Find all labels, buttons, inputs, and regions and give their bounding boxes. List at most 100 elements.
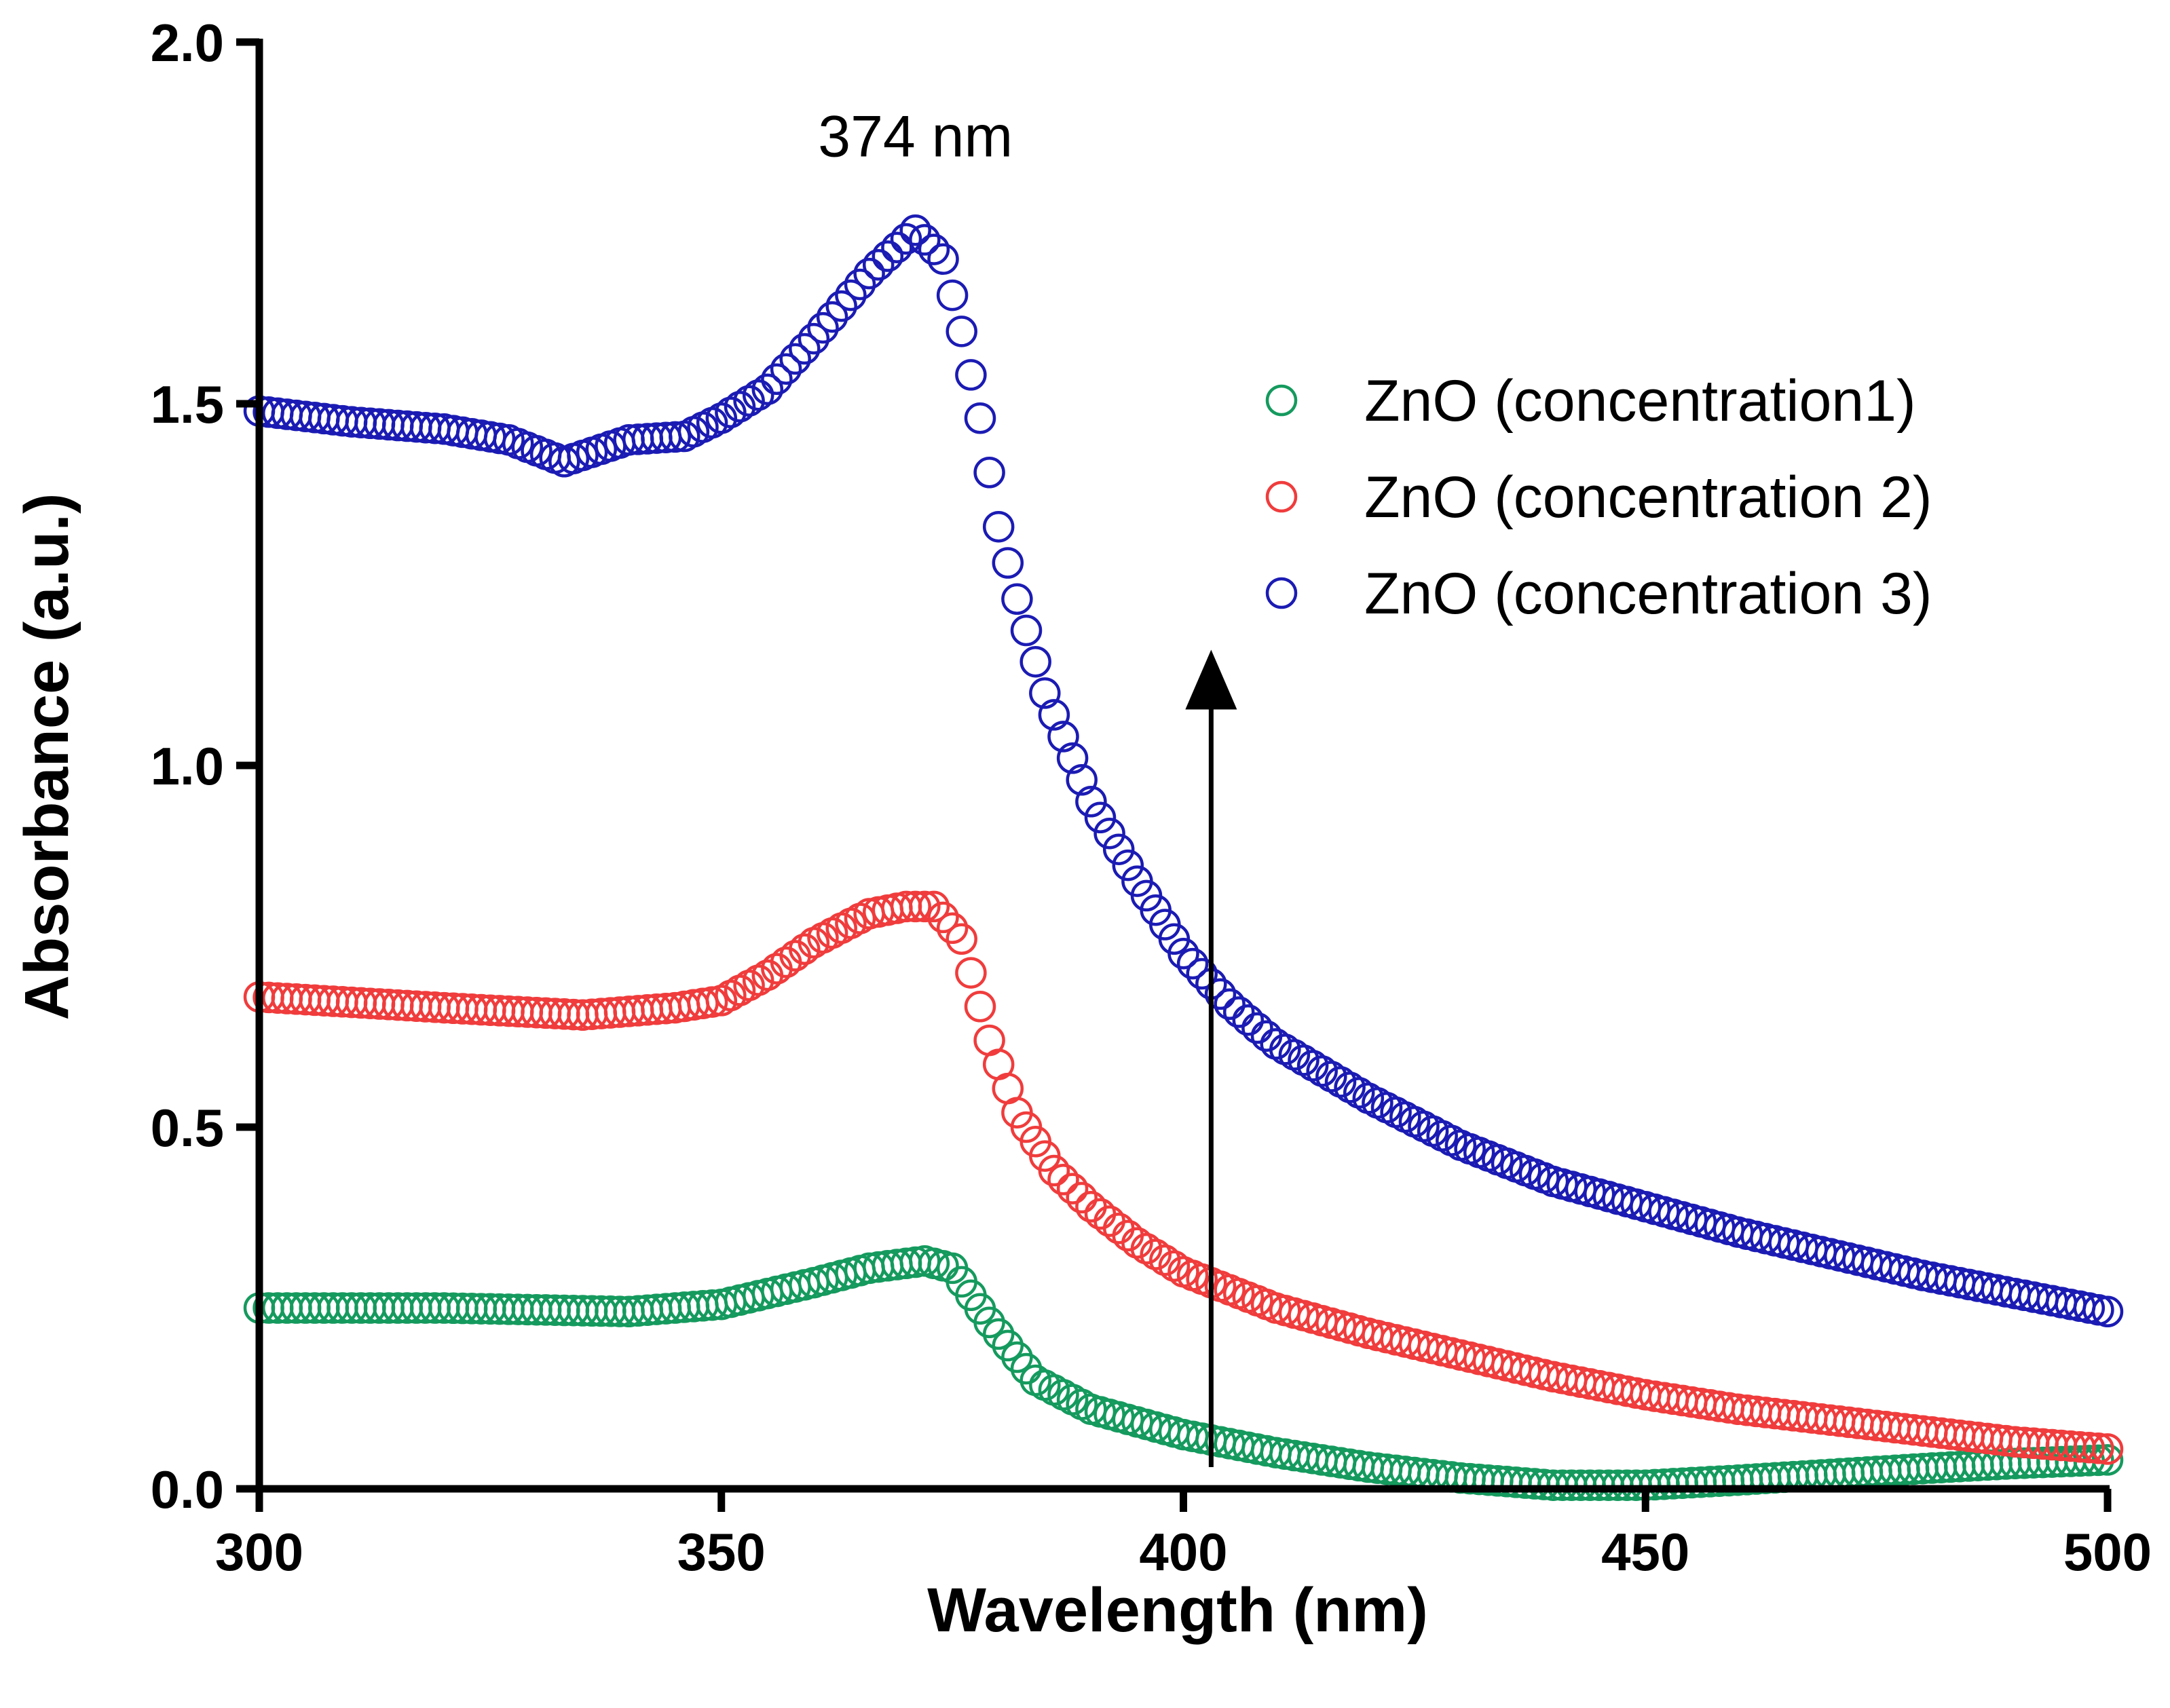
series-3-point — [659, 421, 691, 453]
series-3-point — [770, 353, 802, 385]
series-3-point — [918, 233, 950, 265]
series-3-point — [927, 243, 959, 276]
series-3-point — [751, 373, 784, 405]
series-2-point — [909, 890, 941, 923]
series-2-point — [1140, 1238, 1172, 1270]
series-2-point — [696, 986, 728, 1018]
series-3-point — [779, 343, 811, 375]
series-3-point — [1056, 742, 1089, 774]
series-2-point — [1093, 1205, 1125, 1237]
series-3-point — [798, 322, 830, 355]
legend: ZnO (concentration1) ZnO (concentration 2… — [1265, 368, 1932, 626]
x-tick-label: 350 — [677, 1522, 766, 1582]
series-3-point — [816, 301, 848, 333]
y-tick-label: 0.0 — [151, 1460, 224, 1519]
legend-marker-3 — [1265, 577, 1298, 609]
series-3-point — [1010, 614, 1043, 647]
series-2-point — [2073, 1431, 2106, 1464]
series-2 — [243, 890, 2124, 1465]
series-3-point — [946, 316, 977, 347]
series-3-point — [1250, 1020, 1283, 1052]
legend-label-2: ZnO (concentration 2) — [1364, 465, 1932, 530]
series-3-point — [705, 402, 738, 434]
series-3 — [243, 214, 2124, 1328]
series-3-point — [1019, 645, 1051, 678]
series-2-point — [899, 890, 931, 923]
series-3-point — [992, 547, 1024, 579]
series-3-point — [1222, 996, 1255, 1028]
y-tick-label: 2.0 — [151, 13, 224, 73]
series-2-point — [964, 991, 996, 1023]
series-3-point — [973, 457, 1005, 489]
series-1-point — [992, 1329, 1024, 1362]
series-3-point — [909, 224, 941, 256]
series-3-point — [853, 257, 885, 290]
series-2-point — [1149, 1244, 1181, 1276]
series-3-point — [872, 240, 904, 272]
series-3-point — [1001, 583, 1033, 615]
y-axis-title: Absorbance (a.u.) — [12, 493, 81, 1020]
series-2-point — [1056, 1173, 1089, 1204]
series-2-point — [1102, 1212, 1135, 1245]
series-3-point — [1232, 1004, 1265, 1036]
x-tick-label: 500 — [2063, 1522, 2152, 1582]
series-3-point — [982, 510, 1015, 543]
series-2-point — [1047, 1164, 1079, 1196]
series-1-point — [1010, 1352, 1043, 1385]
series-2-point — [1084, 1198, 1117, 1230]
series-2-point — [789, 933, 821, 966]
series-3-point — [1047, 721, 1079, 753]
series-1-point — [973, 1306, 1005, 1339]
series-1-point — [982, 1318, 1015, 1350]
series-3-point — [890, 223, 922, 255]
series-3-point — [844, 268, 876, 301]
series-3-point — [724, 391, 756, 423]
legend-label-1: ZnO (concentration1) — [1364, 368, 1916, 434]
series-3-point — [964, 402, 996, 434]
series-3-point — [1029, 677, 1061, 709]
series-3-point — [1112, 849, 1144, 881]
y-tick-label: 1.5 — [151, 375, 224, 434]
series-3-point — [881, 231, 913, 263]
series-3-point — [1084, 801, 1117, 834]
series-3-point — [825, 290, 857, 322]
series-3-point — [1066, 764, 1098, 796]
y-tick-label: 1.0 — [151, 736, 224, 796]
series-3-point — [1186, 957, 1218, 990]
series-3-point — [899, 214, 931, 246]
series-1-point — [1001, 1341, 1033, 1373]
x-tick-label: 400 — [1139, 1522, 1227, 1582]
series-2-point — [946, 923, 977, 955]
series-3-point — [715, 396, 747, 429]
axes-layer — [236, 38, 2112, 1512]
series-1 — [243, 1245, 2124, 1501]
x-tick-label: 300 — [215, 1522, 303, 1582]
series-3-point — [807, 311, 839, 344]
series-3-point — [2091, 1295, 2124, 1328]
series-3-point — [1204, 978, 1237, 1010]
legend-label-3: ZnO (concentration 3) — [1364, 561, 1932, 626]
peak-annotation: 374 nm — [818, 105, 1013, 170]
series-3-point — [1102, 833, 1135, 865]
series-3-point — [742, 379, 774, 411]
x-tick-label: 450 — [1601, 1522, 1689, 1582]
x-axis-title: Wavelength (nm) — [927, 1576, 1428, 1645]
series-3-point — [1241, 1012, 1273, 1044]
series-3-point — [1167, 937, 1199, 970]
series-3-point — [955, 359, 987, 391]
series-2-point — [936, 912, 969, 945]
legend-marker-2 — [1265, 480, 1298, 513]
series-3-point — [761, 363, 793, 396]
series-2-point — [927, 901, 959, 934]
text-layer: Wavelength (nm) Absorbance (a.u.) 300 350… — [12, 13, 2152, 1645]
series-3-point — [835, 279, 867, 311]
legend-marker-1 — [1265, 384, 1298, 417]
series-3-point — [789, 333, 821, 365]
series-3-point — [1176, 947, 1209, 980]
series-2-point — [1038, 1154, 1070, 1187]
series-3-point — [1038, 699, 1070, 731]
series-3-point — [1093, 817, 1125, 850]
series-2-point — [955, 957, 987, 989]
series-3-point — [1214, 988, 1246, 1021]
